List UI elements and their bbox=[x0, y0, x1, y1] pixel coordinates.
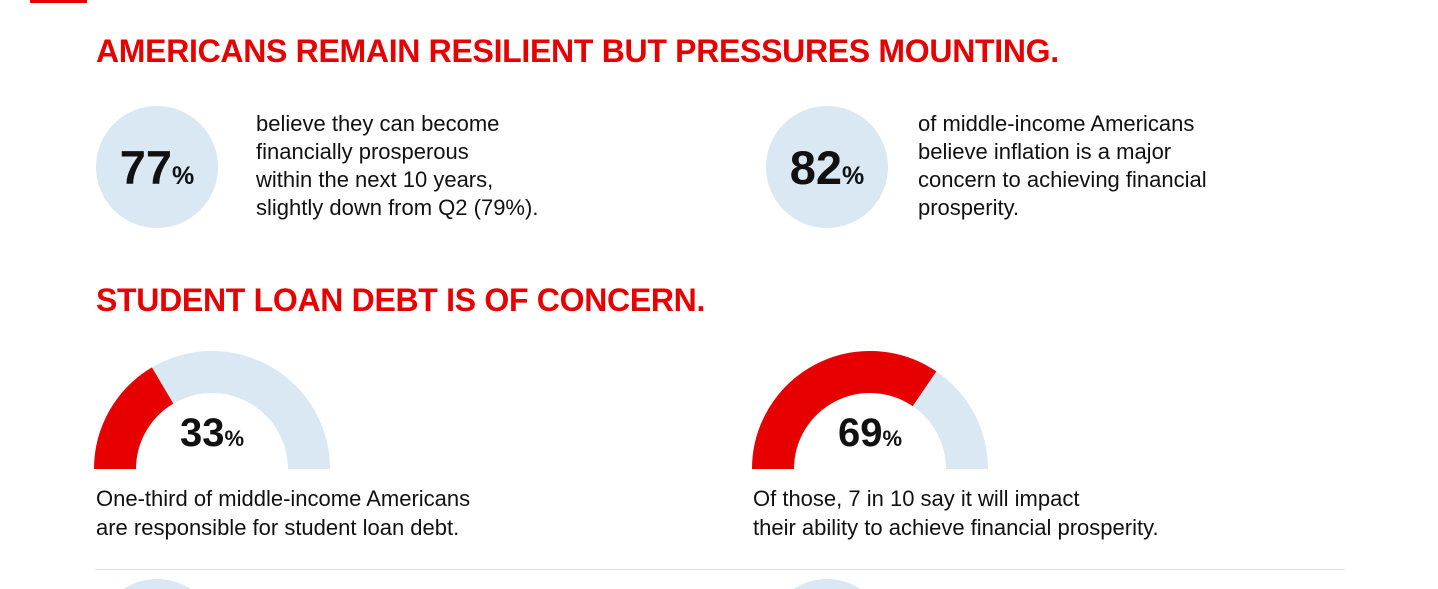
stat-82-value: 82 bbox=[789, 140, 843, 194]
stat-77-description: believe they can become financially pros… bbox=[256, 111, 539, 220]
stat-77-number: 77% bbox=[120, 144, 195, 191]
stat-77-value: 77 bbox=[119, 140, 173, 194]
stat-82-number: 82% bbox=[790, 144, 865, 191]
gauge-33-value: 33 bbox=[179, 411, 225, 455]
next-section-circle-peek-right bbox=[766, 579, 888, 589]
stat-82-description: of middle-income Americans believe infla… bbox=[918, 111, 1207, 220]
top-accent-mark bbox=[30, 0, 87, 3]
gauge-69-chart bbox=[752, 347, 988, 471]
gauge-33-caption: One-third of middle-income Americans are… bbox=[96, 486, 471, 540]
gauge-69-value: 69 bbox=[837, 411, 883, 455]
percent-sign: % bbox=[224, 426, 245, 451]
section-heading-student-loan: STUDENT LOAN DEBT IS OF CONCERN. bbox=[96, 282, 706, 318]
stat-82-circle: 82% bbox=[766, 106, 888, 228]
percent-sign: % bbox=[172, 161, 195, 190]
bottom-divider bbox=[95, 569, 1345, 570]
percent-sign: % bbox=[842, 161, 865, 190]
stat-77-circle: 77% bbox=[96, 106, 218, 228]
percent-sign: % bbox=[882, 426, 903, 451]
section-heading-pressures: AMERICANS REMAIN RESILIENT BUT PRESSURES… bbox=[96, 33, 1059, 69]
gauge-33-chart bbox=[94, 347, 330, 471]
next-section-circle-peek-left bbox=[96, 579, 218, 589]
gauge-69-label: 69% bbox=[752, 413, 988, 453]
gauge-33-label: 33% bbox=[94, 413, 330, 453]
gauge-69-caption: Of those, 7 in 10 say it will impact the… bbox=[753, 486, 1159, 540]
